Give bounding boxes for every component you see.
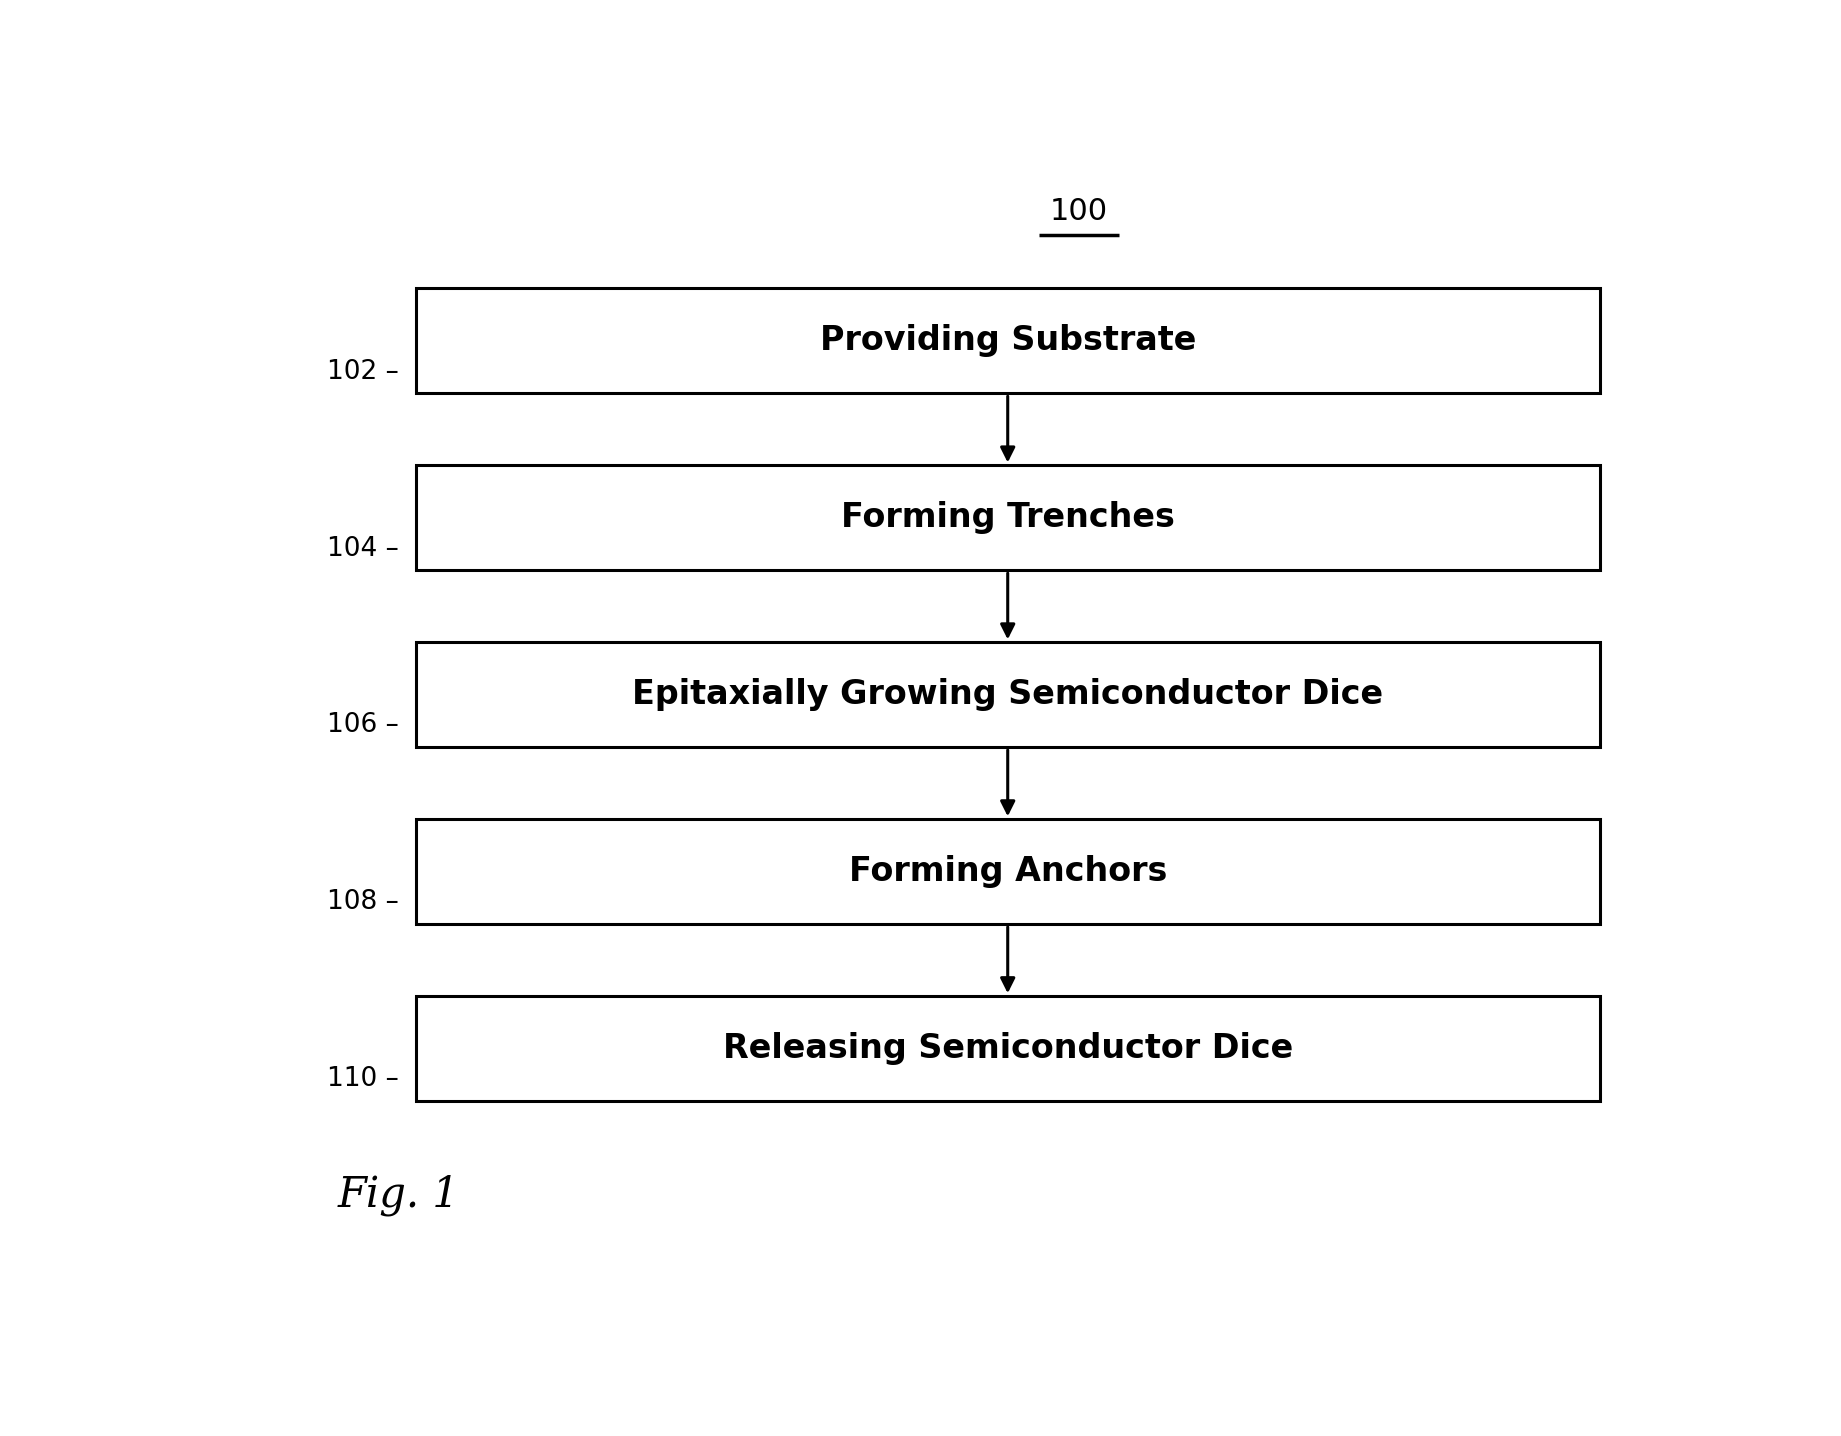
Text: 102 –: 102 – [326, 359, 398, 385]
Text: 108 –: 108 – [326, 889, 398, 915]
Bar [416, 465, 1600, 570]
Bar [416, 289, 1600, 393]
Text: Epitaxially Growing Semiconductor Dice: Epitaxially Growing Semiconductor Dice [631, 678, 1383, 711]
Text: 110 –: 110 – [326, 1067, 398, 1093]
Text: Fig. 1: Fig. 1 [337, 1175, 458, 1216]
Text: 106 –: 106 – [326, 712, 398, 738]
Bar [416, 642, 1600, 747]
Text: Releasing Semiconductor Dice: Releasing Semiconductor Dice [722, 1032, 1292, 1066]
Text: Forming Trenches: Forming Trenches [841, 501, 1175, 534]
Bar [416, 997, 1600, 1101]
Text: 104 –: 104 – [326, 536, 398, 561]
Text: Providing Substrate: Providing Substrate [819, 325, 1197, 358]
Bar [416, 819, 1600, 925]
Text: 100: 100 [1049, 197, 1108, 225]
Text: Forming Anchors: Forming Anchors [849, 856, 1167, 889]
